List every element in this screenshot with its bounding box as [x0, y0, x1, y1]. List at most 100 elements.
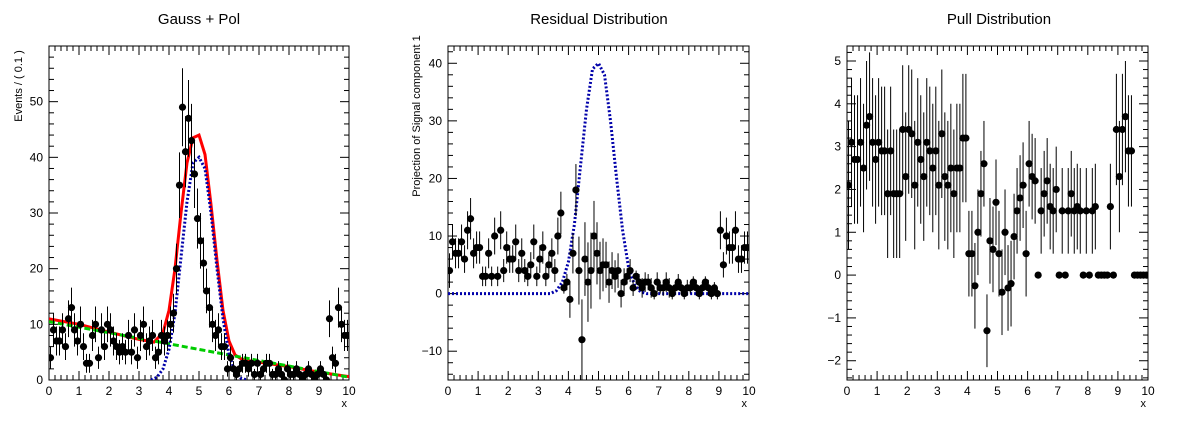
data-point: [199, 259, 208, 267]
x-axis: 0 1 2 3 4 5 6 7 8 9 10x: [844, 46, 1155, 410]
x-tick-label: 1: [76, 384, 83, 398]
data-point: [190, 170, 199, 178]
data-point: [521, 266, 529, 275]
data-point: [205, 304, 214, 312]
x-tick-label: 6: [625, 384, 632, 398]
data-point: [896, 190, 904, 198]
data-point: [1106, 202, 1114, 211]
data-point: [163, 331, 172, 340]
data-point: [334, 304, 343, 312]
chart-panel-3: Pull Distribution 0 1 2 3 4 5 6 7 8 9 10x −2 −1 0 1 2 3 4 5: [827, 11, 1155, 410]
data-point: [295, 370, 304, 379]
data-point: [935, 181, 943, 189]
data-point: [325, 315, 334, 323]
data-point: [482, 272, 490, 280]
data-point: [608, 266, 616, 275]
data-point: [847, 181, 853, 189]
data-point: [983, 327, 991, 335]
data-point: [253, 359, 262, 367]
data-point: [515, 266, 523, 275]
data-point: [1091, 202, 1099, 211]
data-point: [971, 282, 979, 290]
x-tick-label: 9: [1115, 384, 1122, 398]
y-axis-label: Events / ( 0.1 ): [13, 50, 25, 122]
x-tick-label: 1: [874, 384, 881, 398]
x-tick-label: 8: [286, 384, 293, 398]
data-point: [668, 290, 676, 298]
data-point: [911, 181, 919, 189]
data-point: [289, 370, 298, 379]
data-point: [476, 243, 484, 252]
data-point: [148, 331, 157, 340]
data-point: [124, 331, 133, 340]
data-point: [337, 320, 346, 328]
data-point: [500, 266, 508, 275]
data-point: [548, 249, 556, 257]
x-tick-label: 0: [844, 384, 851, 398]
data-point: [250, 370, 259, 379]
data-point: [301, 370, 310, 379]
data-point: [488, 272, 496, 280]
data-point: [581, 255, 589, 263]
x-tick-label: 2: [505, 384, 512, 398]
data-point: [196, 237, 205, 245]
data-point: [49, 354, 55, 362]
data-point: [55, 337, 64, 345]
data-point: [698, 284, 706, 292]
x-tick-label: 10: [742, 384, 756, 398]
chart-title: Gauss + Pol: [158, 11, 240, 28]
data-point: [214, 326, 223, 334]
data-point: [1049, 207, 1057, 215]
data-point: [184, 114, 193, 122]
data-point: [695, 290, 703, 298]
data-point: [635, 278, 643, 286]
data-point: [587, 266, 595, 275]
x-axis: 0 1 2 3 4 5 6 7 8 9 10x: [445, 46, 756, 410]
y-tick-label: 50: [30, 95, 44, 109]
data-point: [871, 155, 880, 164]
data-point: [536, 255, 544, 263]
x-axis-label: x: [342, 398, 348, 410]
data-point: [448, 238, 457, 246]
data-point: [187, 137, 196, 145]
data-point: [61, 343, 70, 351]
x-tick-label: 7: [655, 384, 662, 398]
data-point: [235, 365, 244, 373]
y-tick-label: 3: [834, 140, 841, 154]
data-point: [518, 249, 526, 257]
data-point: [1016, 194, 1024, 202]
data-point: [1112, 125, 1120, 134]
data-point: [64, 315, 73, 323]
data-point: [554, 232, 562, 240]
data-point: [986, 237, 994, 245]
data-point: [115, 348, 124, 356]
y-tick-label: 20: [429, 171, 443, 185]
chart-title: Residual Distribution: [530, 11, 668, 28]
data-point: [265, 359, 274, 367]
x-tick-label: 2: [904, 384, 911, 398]
curves: [448, 60, 749, 296]
data-point: [121, 348, 130, 356]
data-point: [662, 278, 670, 286]
data-point: [343, 331, 349, 340]
x-tick-label: 4: [166, 384, 173, 398]
data-point: [202, 287, 211, 295]
data-point: [292, 365, 301, 373]
data-point: [902, 173, 910, 181]
data-point: [545, 261, 553, 269]
data-point: [49, 326, 58, 334]
x-tick-label: 4: [964, 384, 971, 398]
data-point: [280, 376, 289, 380]
x-tick-label: 2: [106, 384, 113, 398]
data-point: [614, 266, 622, 275]
plot-frame: [846, 45, 1149, 381]
data-point: [1040, 190, 1048, 198]
data-point: [97, 326, 106, 334]
data-point: [67, 304, 76, 312]
data-point: [989, 245, 997, 253]
data-point: [497, 226, 505, 234]
data-point: [1031, 177, 1039, 185]
data-point: [859, 164, 868, 172]
